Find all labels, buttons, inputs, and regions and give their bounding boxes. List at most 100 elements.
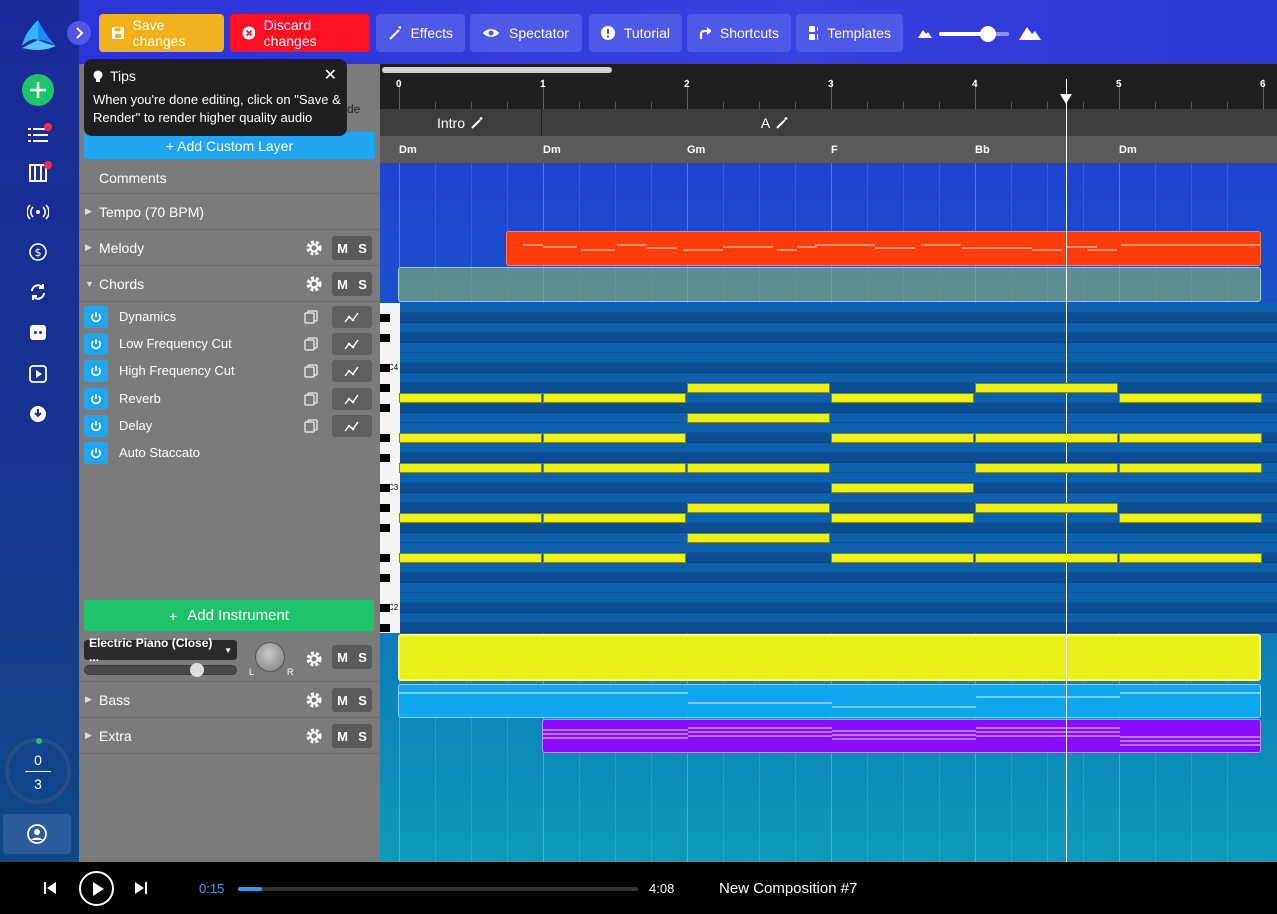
- chord-note[interactable]: [831, 483, 974, 493]
- power-toggle[interactable]: [84, 332, 108, 355]
- mute-button[interactable]: M: [337, 728, 348, 744]
- piano-roll-row[interactable]: [380, 393, 1277, 403]
- piano-roll-row[interactable]: [380, 543, 1277, 553]
- solo-button[interactable]: S: [358, 649, 367, 665]
- chord-note[interactable]: [687, 503, 830, 513]
- templates-button[interactable]: Templates: [796, 14, 903, 52]
- zoom-slider-thumb[interactable]: [980, 26, 996, 42]
- chord-label[interactable]: Bb: [975, 144, 990, 156]
- tutorial-button[interactable]: Tutorial: [589, 14, 682, 52]
- piano-black-key[interactable]: [380, 604, 390, 612]
- piano-roll-row[interactable]: [380, 553, 1277, 563]
- previous-button[interactable]: [42, 880, 58, 899]
- gear-icon[interactable]: [305, 275, 323, 293]
- power-toggle[interactable]: [84, 359, 108, 382]
- gear-icon[interactable]: [305, 650, 323, 668]
- piano-roll-row[interactable]: [380, 353, 1277, 363]
- chord-label[interactable]: Dm: [1119, 144, 1137, 156]
- piano-black-key[interactable]: [380, 624, 390, 632]
- automation-button[interactable]: [332, 333, 372, 355]
- automation-button[interactable]: [332, 388, 372, 410]
- measure-ruler[interactable]: 0 1 2 3 4 5 6: [380, 64, 1277, 109]
- piano-black-key[interactable]: [380, 384, 390, 392]
- instrument-select[interactable]: Electric Piano (Close) ... ▼: [84, 636, 237, 664]
- chord-label[interactable]: Dm: [399, 144, 417, 156]
- play-video-icon[interactable]: [22, 358, 54, 390]
- comments-row[interactable]: Comments: [79, 163, 380, 194]
- piano-roll-row[interactable]: [380, 433, 1277, 443]
- chord-note[interactable]: [543, 433, 686, 443]
- chord-note[interactable]: [687, 463, 830, 473]
- piano-roll-row[interactable]: [380, 523, 1277, 533]
- chord-note[interactable]: [543, 393, 686, 403]
- chord-note[interactable]: [1119, 393, 1262, 403]
- copy-icon[interactable]: [304, 310, 318, 324]
- play-button[interactable]: [79, 871, 114, 906]
- next-button[interactable]: [133, 880, 149, 899]
- chord-note[interactable]: [1119, 463, 1262, 473]
- mute-button[interactable]: M: [337, 240, 348, 256]
- chord-note[interactable]: [1119, 513, 1262, 523]
- chord-note[interactable]: [1119, 433, 1262, 443]
- piano-roll-row[interactable]: [380, 363, 1277, 373]
- chord-note[interactable]: [831, 433, 974, 443]
- close-icon[interactable]: ✕: [323, 67, 337, 84]
- piano-black-key[interactable]: [380, 524, 390, 532]
- download-icon[interactable]: [22, 398, 54, 430]
- chord-label[interactable]: Gm: [687, 144, 706, 156]
- piano-black-key[interactable]: [380, 574, 390, 582]
- piano-roll-row[interactable]: [380, 443, 1277, 453]
- piano-black-key[interactable]: [380, 554, 390, 562]
- discord-icon[interactable]: [22, 317, 54, 349]
- chord-note[interactable]: [543, 463, 686, 473]
- piano-roll-row[interactable]: [380, 563, 1277, 573]
- copy-icon[interactable]: [304, 364, 318, 378]
- tracklist-icon[interactable]: [22, 119, 54, 151]
- mute-button[interactable]: M: [337, 692, 348, 708]
- chord-note[interactable]: [975, 463, 1118, 473]
- piano-roll-row[interactable]: [380, 573, 1277, 583]
- effects-button[interactable]: Effects: [376, 14, 465, 52]
- chord-note[interactable]: [399, 553, 542, 563]
- chord-note[interactable]: [975, 553, 1118, 563]
- piano-roll-row[interactable]: [380, 493, 1277, 503]
- chord-note[interactable]: [831, 393, 974, 403]
- profile-button[interactable]: [3, 814, 71, 854]
- piano-roll-row[interactable]: [380, 513, 1277, 523]
- add-instrument-button[interactable]: + Add Instrument: [84, 600, 374, 631]
- mute-button[interactable]: M: [337, 276, 348, 292]
- piano-black-key[interactable]: [380, 334, 390, 342]
- zoom-out-icon[interactable]: [918, 28, 932, 38]
- sync-icon[interactable]: [22, 276, 54, 308]
- solo-button[interactable]: S: [358, 692, 367, 708]
- shortcuts-button[interactable]: Shortcuts: [687, 14, 791, 52]
- copy-icon[interactable]: [304, 419, 318, 433]
- power-toggle[interactable]: [84, 414, 108, 437]
- chord-label[interactable]: Dm: [543, 144, 561, 156]
- piano-roll-row[interactable]: [380, 423, 1277, 433]
- spectator-button[interactable]: Spectator: [470, 14, 582, 52]
- piano-keys[interactable]: C4 C3 C2: [380, 303, 400, 633]
- piano-roll-row[interactable]: [380, 453, 1277, 463]
- chord-note[interactable]: [1119, 553, 1262, 563]
- solo-button[interactable]: S: [358, 240, 367, 256]
- copy-icon[interactable]: [304, 392, 318, 406]
- piano-roll-row[interactable]: [380, 473, 1277, 483]
- section-intro[interactable]: Intro: [380, 109, 542, 136]
- volume-thumb[interactable]: [190, 663, 204, 677]
- chord-note[interactable]: [975, 383, 1118, 393]
- automation-button[interactable]: [332, 306, 372, 328]
- piano-roll-row[interactable]: [380, 603, 1277, 613]
- bass-clip[interactable]: [398, 684, 1261, 718]
- chord-note[interactable]: [543, 513, 686, 523]
- chords-clip[interactable]: [398, 267, 1261, 302]
- piano-roll-row[interactable]: [380, 613, 1277, 623]
- section-bar[interactable]: Intro A: [380, 109, 1277, 136]
- chord-note[interactable]: [399, 433, 542, 443]
- power-toggle[interactable]: [84, 305, 108, 328]
